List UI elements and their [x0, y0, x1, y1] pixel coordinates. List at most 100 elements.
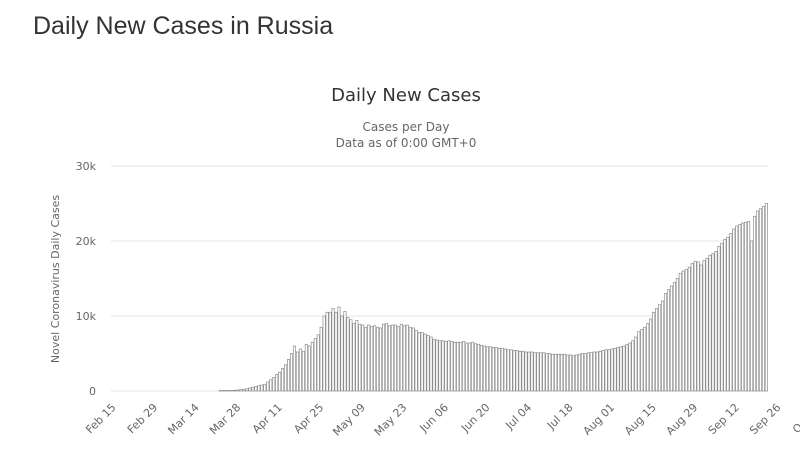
chart-bar[interactable] [281, 368, 285, 392]
chart-bar[interactable] [542, 352, 546, 392]
chart-bar[interactable] [420, 332, 424, 392]
chart-bar[interactable] [613, 347, 617, 392]
chart-bar[interactable] [720, 242, 724, 392]
chart-bar[interactable] [699, 264, 703, 392]
chart-bar[interactable] [479, 344, 484, 392]
chart-bar[interactable] [533, 352, 537, 392]
chart-bar[interactable] [435, 339, 439, 392]
chart-bar[interactable] [319, 326, 323, 392]
chart-bar[interactable] [571, 355, 576, 392]
chart-bar[interactable] [254, 386, 258, 392]
chart-bar[interactable] [684, 269, 688, 392]
chart-bar[interactable] [512, 350, 516, 392]
chart-bar[interactable] [447, 340, 451, 392]
chart-bar[interactable] [405, 324, 409, 392]
chart-bar[interactable] [453, 341, 457, 392]
chart-bar[interactable] [545, 353, 549, 392]
chart-bar[interactable] [399, 323, 403, 392]
chart-bar[interactable] [352, 323, 356, 392]
chart-bar[interactable] [708, 254, 712, 392]
chart-bar[interactable] [361, 324, 365, 392]
chart-bar[interactable] [744, 221, 748, 392]
chart-bar[interactable] [755, 210, 760, 392]
chart-bar[interactable] [735, 225, 739, 392]
chart-bar[interactable] [316, 334, 320, 392]
chart-bar[interactable] [251, 386, 255, 392]
chart-bar[interactable] [530, 351, 534, 392]
chart-bar[interactable] [506, 349, 510, 392]
chart-bar[interactable] [503, 348, 507, 392]
chart-bar[interactable] [328, 311, 332, 392]
chart-bar[interactable] [589, 352, 593, 392]
chart-bar[interactable] [289, 353, 294, 392]
chart-bar[interactable] [580, 353, 584, 392]
chart-bar[interactable] [462, 341, 466, 392]
chart-bar[interactable] [465, 342, 469, 392]
chart-bar[interactable] [474, 343, 478, 392]
chart-bar[interactable] [660, 300, 665, 392]
chart-bar[interactable] [577, 353, 581, 392]
chart-bar[interactable] [257, 385, 261, 392]
chart-bar[interactable] [367, 324, 371, 392]
chart-bar[interactable] [723, 239, 727, 392]
chart-bar[interactable] [376, 326, 380, 392]
chart-bar[interactable] [693, 260, 697, 392]
chart-bar[interactable] [732, 228, 736, 392]
chart-bar[interactable] [764, 203, 768, 392]
chart-bar[interactable] [468, 342, 472, 392]
chart-bar[interactable] [518, 350, 522, 392]
chart-bar[interactable] [346, 317, 350, 392]
chart-bar[interactable] [551, 353, 555, 392]
chart-bar[interactable] [355, 320, 359, 392]
chart-bar[interactable] [298, 348, 302, 392]
chart-bar[interactable] [628, 342, 632, 392]
chart-bar[interactable] [450, 341, 454, 392]
chart-bar[interactable] [239, 389, 243, 392]
chart-bar[interactable] [295, 351, 299, 392]
chart-bar[interactable] [441, 340, 445, 392]
chart-bar[interactable] [595, 351, 599, 392]
chart-bar[interactable] [236, 389, 240, 392]
chart-bar[interactable] [566, 354, 570, 392]
chart-bar[interactable] [358, 323, 362, 392]
chart-bar[interactable] [643, 326, 647, 392]
chart-bar[interactable] [574, 354, 578, 392]
chart-bar[interactable] [616, 347, 620, 392]
chart-bar[interactable] [747, 221, 751, 392]
chart-bar[interactable] [230, 390, 234, 392]
chart-bar[interactable] [307, 345, 311, 392]
chart-bar[interactable] [631, 340, 635, 392]
chart-bar[interactable] [325, 311, 329, 392]
chart-bar[interactable] [536, 352, 540, 392]
chart-bar[interactable] [557, 353, 561, 392]
chart-bar[interactable] [260, 384, 264, 392]
chart-bar[interactable] [607, 349, 611, 392]
chart-bar[interactable] [218, 390, 222, 392]
chart-bar[interactable] [370, 326, 374, 392]
chart-bar[interactable] [456, 341, 460, 392]
chart-bar[interactable] [726, 236, 730, 392]
chart-bar[interactable] [426, 335, 430, 392]
chart-bar[interactable] [233, 389, 237, 392]
chart-bar[interactable] [224, 390, 228, 392]
chart-bar[interactable] [539, 352, 543, 392]
chart-bar[interactable] [266, 381, 270, 392]
chart-bar[interactable] [554, 353, 558, 392]
chart-bar[interactable] [563, 353, 567, 392]
chart-bar[interactable] [761, 206, 765, 392]
chart-bar[interactable] [349, 319, 353, 392]
chart-bar[interactable] [245, 388, 249, 392]
chart-bar[interactable] [649, 318, 653, 392]
chart-bar[interactable] [738, 224, 742, 392]
chart-bar[interactable] [396, 326, 400, 392]
chart-bar[interactable] [310, 341, 314, 392]
chart-bar[interactable] [619, 346, 623, 392]
chart-bar[interactable] [408, 326, 412, 392]
chart-bar[interactable] [669, 285, 673, 392]
chart-bar[interactable] [548, 353, 552, 392]
chart-bar[interactable] [411, 327, 415, 392]
chart-bar[interactable] [482, 345, 486, 392]
chart-bar[interactable] [625, 344, 629, 392]
chart-bar[interactable] [494, 347, 498, 392]
chart-bar[interactable] [379, 327, 383, 392]
